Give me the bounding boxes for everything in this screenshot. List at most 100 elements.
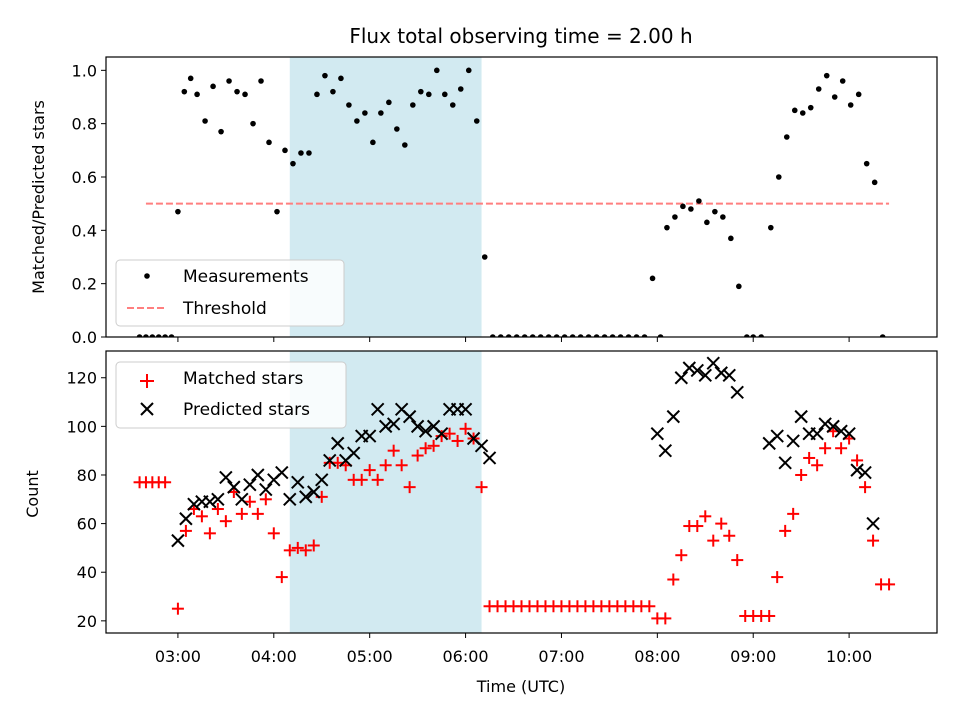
matched-stars-point (787, 507, 800, 520)
measurement-point (290, 160, 296, 167)
measurement-point (274, 208, 280, 215)
measurement-point (489, 334, 496, 337)
measurement-point (181, 88, 188, 95)
legend-matched-marker (140, 374, 154, 388)
measurement-point (314, 91, 320, 98)
measurement-point (807, 104, 814, 111)
predicted-stars-point (315, 473, 329, 487)
measurement-point (149, 334, 156, 337)
matched-stars-point (159, 476, 172, 489)
matched-stars-point (851, 454, 864, 467)
measurement-point (434, 67, 440, 74)
predicted-stars-point (331, 436, 345, 451)
predicted-stars-point (834, 424, 848, 438)
matched-stars-point (179, 524, 192, 537)
matched-stars-point (435, 430, 448, 443)
predicted-stars-point (410, 419, 425, 434)
measurement-point (871, 179, 878, 186)
predicted-stars-point (171, 533, 185, 548)
matched-stars-point (363, 464, 376, 477)
measurement-point (569, 334, 576, 337)
matched-stars-point (819, 442, 832, 455)
matched-stars-point (243, 495, 256, 508)
measurement-point (162, 334, 168, 337)
measurement-point (649, 275, 656, 282)
predicted-stars-point (307, 485, 321, 499)
matched-stars-point (371, 473, 384, 486)
measurement-point (449, 102, 456, 108)
matched-stars-point (691, 520, 704, 533)
measurement-point (839, 78, 846, 84)
measurement-point (155, 334, 162, 337)
bottom-plot-frame (105, 350, 938, 634)
predicted-stars-point (187, 497, 201, 511)
y-tick-label: 0.0 (72, 328, 97, 347)
matched-stars-point (883, 578, 896, 591)
y-tick-label: 0.6 (72, 168, 97, 187)
measurement-point (441, 91, 448, 98)
measurement-point (481, 254, 488, 260)
matched-stars-point (859, 481, 872, 494)
predicted-stars-point (482, 451, 497, 465)
legend-predicted-label: Predicted stars (183, 400, 310, 420)
measurement-point (202, 118, 208, 124)
predicted-stars-point (370, 402, 385, 417)
measurement-point (799, 110, 806, 116)
matched-stars-point (235, 507, 248, 520)
legend-measurements-marker (144, 273, 150, 279)
predicted-stars-point (275, 465, 289, 480)
predicted-stars-point (179, 512, 193, 526)
matched-stars-point (171, 602, 184, 615)
measurement-point (553, 334, 560, 337)
predicted-stars-point (219, 470, 233, 485)
matched-stars-point (307, 539, 320, 552)
matched-stars-point (811, 459, 824, 472)
matched-stars-point (195, 510, 208, 523)
predicted-stars-point (842, 426, 856, 441)
matched-stars-point (731, 554, 744, 567)
bottom-panel: 20 40 60 80 100 120 03:00 04:00 05:00 06:00 07:00 0… (23, 350, 938, 696)
measurement-point (322, 72, 328, 79)
matched-stars-point (331, 456, 344, 469)
matched-stars-point (779, 524, 792, 537)
measurement-point (847, 102, 854, 108)
y-tick-label: 100 (66, 417, 97, 436)
x-tick-label: 03:00 (155, 647, 201, 666)
measurement-point (410, 102, 416, 108)
y-tick-label: 0.2 (72, 275, 97, 294)
predicted-stars-point (810, 426, 824, 441)
predicted-stars-point (858, 465, 872, 480)
measurement-point (529, 334, 536, 337)
matched-stars-point (659, 612, 672, 625)
measurement-point (354, 118, 360, 124)
top-plot-frame (105, 56, 938, 338)
matched-stars-point (451, 434, 464, 447)
matched-stars-point (867, 534, 880, 547)
matched-stars-point (707, 534, 720, 547)
x-tick-label: 09:00 (730, 647, 776, 666)
measurement-point (561, 334, 568, 337)
x-tick-label: 04:00 (251, 647, 297, 666)
predicted-stars-point (826, 419, 840, 434)
predicted-stars-point (714, 366, 728, 380)
x-axis-label: Time (UTC) (476, 677, 565, 696)
measurement-point (226, 78, 232, 84)
matched-stars-point (795, 468, 808, 481)
legend-matched-label: Matched stars (183, 369, 303, 389)
measurement-point (266, 139, 272, 146)
measurement-point (136, 334, 143, 337)
matched-stars-point (355, 473, 368, 486)
predicted-stars-point (778, 456, 792, 470)
predicted-stars-point (722, 368, 736, 383)
measurement-point (831, 94, 838, 100)
matched-stars-point (379, 459, 392, 472)
x-tick-label: 10:00 (826, 647, 872, 666)
predicted-stars-point (291, 475, 305, 489)
y-tick-label: 1.0 (72, 61, 97, 80)
matched-stars-point (675, 549, 688, 562)
measurement-point (791, 107, 798, 114)
measurement-point (823, 72, 830, 79)
measurement-point (775, 174, 782, 180)
measurement-point (521, 334, 528, 337)
legend-measurements-label: Measurements (183, 267, 309, 287)
